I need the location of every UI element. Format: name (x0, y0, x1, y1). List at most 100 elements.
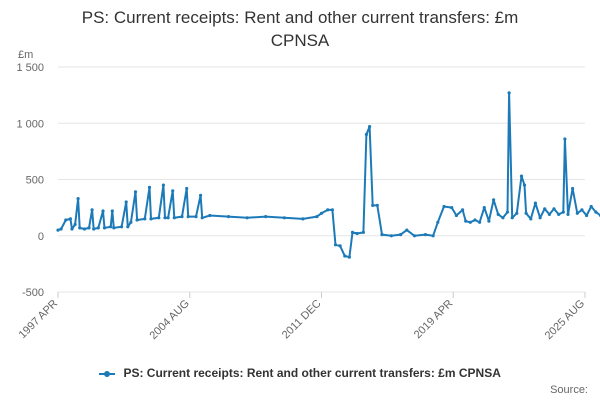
data-point[interactable] (92, 227, 96, 231)
data-point[interactable] (330, 208, 334, 212)
data-point[interactable] (364, 132, 368, 137)
data-point[interactable] (350, 230, 355, 234)
data-point[interactable] (315, 215, 319, 219)
data-point[interactable] (120, 225, 124, 229)
data-point[interactable] (529, 217, 533, 221)
data-point[interactable] (533, 201, 538, 205)
data-point[interactable] (585, 213, 589, 218)
data-point[interactable] (450, 206, 454, 210)
data-point[interactable] (580, 208, 584, 212)
data-point[interactable] (487, 219, 491, 223)
data-point[interactable] (543, 207, 547, 211)
data-point[interactable] (361, 230, 365, 234)
data-point[interactable] (208, 213, 212, 218)
data-point[interactable] (161, 183, 165, 187)
data-point[interactable] (552, 207, 556, 211)
data-point[interactable] (102, 226, 107, 230)
data-point[interactable] (496, 212, 500, 216)
data-point[interactable] (461, 208, 465, 212)
data-point[interactable] (245, 216, 249, 220)
data-point[interactable] (90, 208, 94, 212)
data-point[interactable] (110, 209, 114, 213)
data-point[interactable] (423, 233, 427, 237)
data-point[interactable] (78, 226, 82, 230)
data-point[interactable] (557, 212, 561, 216)
data-point[interactable] (180, 215, 184, 219)
data-point[interactable] (399, 233, 403, 237)
data-point[interactable] (538, 216, 542, 220)
data-point[interactable] (412, 234, 417, 238)
data-point[interactable] (547, 212, 552, 216)
data-point[interactable] (59, 227, 63, 231)
data-point[interactable] (436, 220, 440, 224)
data-point[interactable] (319, 211, 324, 215)
data-point[interactable] (326, 208, 330, 212)
data-point[interactable] (507, 91, 511, 95)
data-point[interactable] (135, 218, 139, 222)
data-point[interactable] (442, 204, 446, 209)
data-point[interactable] (454, 213, 458, 218)
data-point[interactable] (571, 186, 575, 191)
data-point[interactable] (76, 197, 80, 201)
data-point[interactable] (226, 215, 231, 219)
data-point[interactable] (147, 185, 152, 189)
data-point[interactable] (347, 255, 351, 259)
data-point[interactable] (82, 227, 86, 231)
data-point[interactable] (70, 227, 74, 231)
data-point[interactable] (172, 216, 176, 220)
data-point[interactable] (563, 137, 567, 141)
data-point[interactable] (594, 210, 598, 214)
data-point[interactable] (355, 231, 359, 236)
data-point[interactable] (389, 234, 393, 238)
data-point[interactable] (519, 174, 524, 178)
data-point[interactable] (56, 228, 60, 232)
data-point[interactable] (157, 216, 161, 220)
data-point[interactable] (171, 189, 175, 193)
data-point[interactable] (566, 212, 570, 216)
data-point[interactable] (338, 244, 342, 248)
data-point[interactable] (575, 211, 579, 215)
data-point[interactable] (333, 243, 338, 247)
data-point[interactable] (510, 216, 514, 220)
data-point[interactable] (464, 219, 468, 223)
data-point[interactable] (468, 220, 472, 224)
data-point[interactable] (133, 190, 138, 194)
data-point[interactable] (186, 215, 190, 219)
data-point[interactable] (124, 200, 128, 204)
data-point[interactable] (64, 218, 68, 222)
data-point[interactable] (112, 226, 116, 230)
data-point[interactable] (282, 216, 286, 220)
data-point[interactable] (73, 222, 77, 227)
data-point[interactable] (301, 217, 305, 221)
data-point[interactable] (185, 186, 189, 191)
data-point[interactable] (515, 211, 519, 215)
data-point[interactable] (405, 228, 409, 232)
data-point[interactable] (501, 216, 505, 220)
data-point[interactable] (87, 226, 91, 230)
data-point[interactable] (96, 226, 100, 230)
data-point[interactable] (431, 234, 435, 238)
data-point[interactable] (126, 225, 130, 229)
data-point[interactable] (109, 225, 113, 229)
data-point[interactable] (561, 210, 565, 214)
data-point[interactable] (166, 216, 170, 220)
data-point[interactable] (143, 217, 147, 221)
data-point[interactable] (200, 216, 204, 220)
data-point[interactable] (194, 215, 198, 219)
data-point[interactable] (473, 218, 477, 222)
data-point[interactable] (492, 198, 496, 202)
data-point[interactable] (524, 211, 528, 215)
data-point[interactable] (589, 204, 593, 209)
data-point[interactable] (68, 217, 72, 221)
legend[interactable]: PS: Current receipts: Rent and other cur… (0, 366, 600, 380)
data-point[interactable] (368, 125, 372, 129)
data-point[interactable] (482, 206, 486, 210)
data-point[interactable] (101, 209, 105, 213)
data-point[interactable] (478, 220, 482, 224)
data-point[interactable] (505, 210, 510, 214)
data-point[interactable] (371, 203, 375, 207)
source-label[interactable]: Source: (550, 384, 588, 396)
data-point[interactable] (264, 215, 268, 219)
data-point[interactable] (343, 254, 347, 258)
data-point[interactable] (380, 233, 384, 237)
